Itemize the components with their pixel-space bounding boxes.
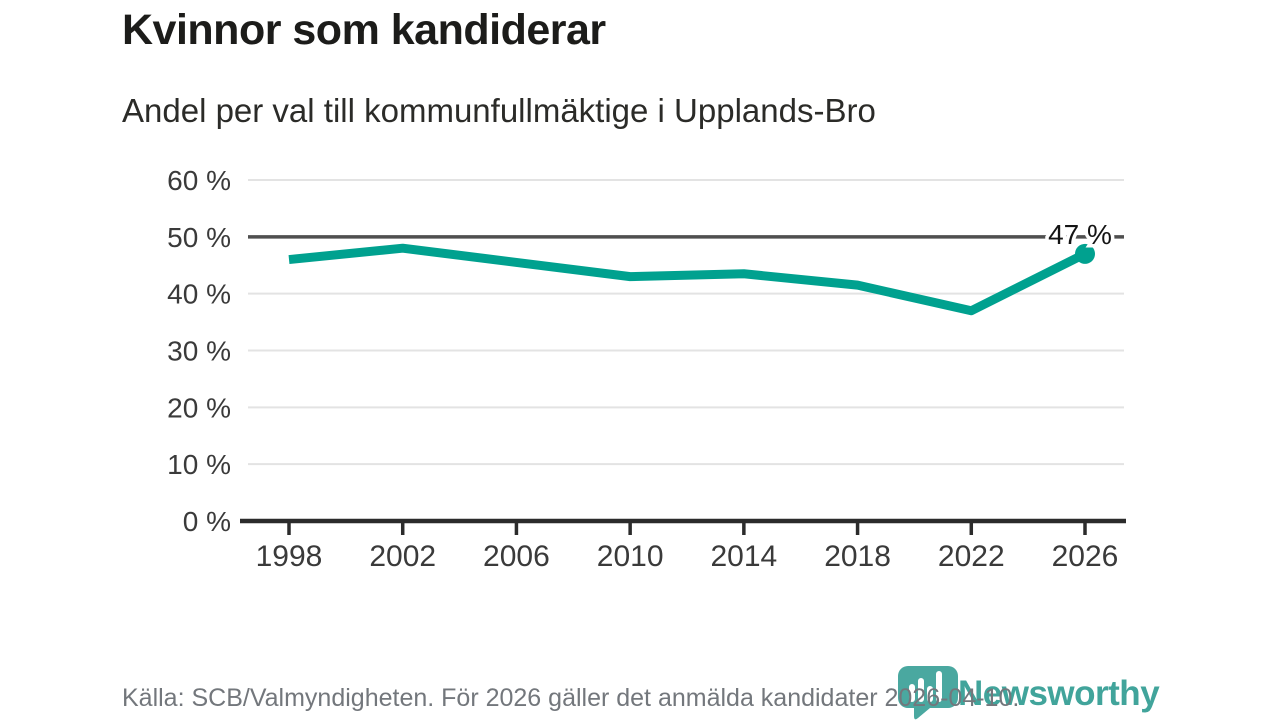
x-axis-label: 2006 (483, 540, 550, 573)
end-value-label: 47 % (1048, 219, 1112, 250)
newsworthy-logo: Newsworthy (894, 662, 1164, 720)
y-axis-label: 20 % (167, 392, 231, 423)
x-axis-label: 2018 (824, 540, 891, 573)
logo-bar-2 (918, 678, 924, 702)
y-axis-label: 40 % (167, 279, 231, 310)
logo-bar-1 (909, 684, 915, 702)
chart-subtitle: Andel per val till kommunfullmäktige i U… (122, 92, 876, 129)
x-axis-label: 2014 (710, 540, 777, 573)
y-axis-label: 0 % (183, 506, 231, 537)
data-line (288, 243, 1088, 316)
source-note: Källa: SCB/Valmyndigheten. För 2026 gäll… (122, 684, 1020, 712)
y-axis-label: 60 % (167, 165, 231, 196)
x-axis-label: 1998 (256, 540, 323, 573)
y-axis-label: 10 % (167, 449, 231, 480)
page-title: Kvinnor som kandiderar (122, 6, 606, 54)
x-axis-label: 2026 (1052, 540, 1119, 573)
logo-bar-3 (927, 686, 933, 702)
newsworthy-logo-text: Newsworthy (958, 674, 1160, 713)
y-axis-label: 30 % (167, 336, 231, 367)
end-point-marker (1075, 243, 1095, 264)
x-axis-label: 2002 (369, 540, 436, 573)
newsworthy-logo-icon (898, 666, 958, 720)
x-axis-label: 2010 (597, 540, 664, 573)
logo-bar-4 (936, 671, 942, 702)
x-axis-label: 2022 (938, 540, 1005, 573)
y-axis-label: 50 % (167, 222, 231, 253)
